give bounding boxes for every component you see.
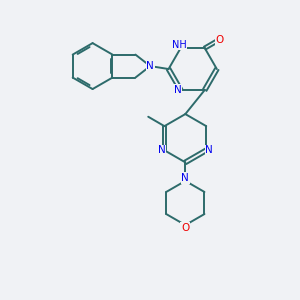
Text: O: O [215, 35, 223, 46]
Text: N: N [205, 145, 213, 155]
Text: N: N [158, 145, 165, 155]
Text: N: N [174, 85, 182, 95]
Text: N: N [146, 61, 154, 71]
Text: N: N [182, 173, 189, 183]
Text: O: O [181, 223, 190, 233]
Text: NH: NH [172, 40, 187, 50]
